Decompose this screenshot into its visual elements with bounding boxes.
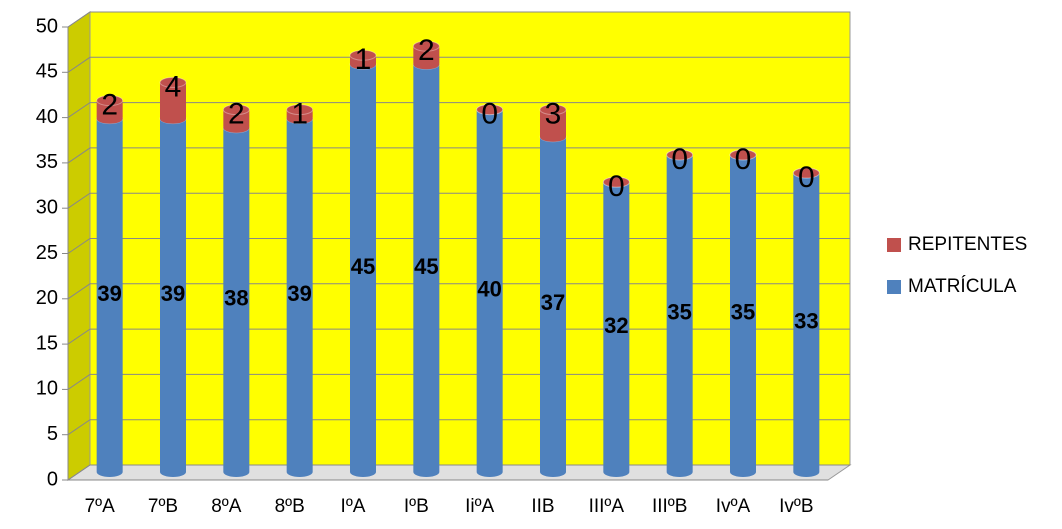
legend-swatch	[887, 238, 901, 252]
grid-line	[67, 192, 850, 209]
bar-top	[96, 95, 124, 107]
x-tick-label: 7ºA	[85, 496, 116, 517]
y-tick-label: 30	[36, 196, 58, 218]
grid-line	[67, 56, 850, 73]
value-label: 3	[545, 98, 562, 131]
grid-line	[67, 11, 850, 28]
bar-segment	[286, 118, 313, 477]
bar-segment	[160, 82, 186, 124]
bar-segment	[603, 182, 630, 477]
x-tick-label: IIIºA	[589, 496, 625, 517]
y-tick-label: 45	[36, 61, 58, 83]
grid-line	[67, 328, 850, 345]
bar-segment	[223, 127, 250, 477]
grid-line	[67, 102, 850, 119]
value-label: 45	[351, 254, 375, 279]
bar-top	[222, 104, 250, 116]
bar-segment	[413, 46, 440, 70]
y-tick-label: 10	[36, 378, 58, 400]
bar-segment	[413, 64, 440, 477]
value-label: 1	[291, 98, 308, 131]
bar-segment	[160, 118, 186, 477]
value-label: 39	[161, 281, 185, 306]
x-tick-label: IºA	[341, 496, 366, 517]
value-label: 2	[418, 34, 435, 67]
grid-line	[67, 238, 850, 254]
value-label: 2	[228, 98, 245, 131]
y-tick-label: 25	[36, 242, 58, 264]
bar-segment	[666, 154, 693, 477]
x-tick-label: 7ºB	[148, 496, 178, 517]
bar-segment	[476, 109, 503, 477]
x-tick-label: 8ºA	[211, 496, 242, 517]
value-label: 0	[481, 98, 498, 131]
bar-top	[792, 167, 820, 179]
grid-line	[67, 419, 850, 436]
value-label: 1	[355, 43, 372, 76]
bar-top	[602, 176, 630, 188]
grid-line	[67, 373, 850, 390]
x-tick-label: IIB	[531, 496, 554, 517]
x-tick-label: IvºA	[716, 496, 751, 517]
value-label: 35	[667, 299, 691, 324]
bar-segment	[540, 109, 566, 142]
value-label: 39	[97, 281, 121, 306]
bar-segment	[96, 100, 123, 124]
x-tick-label: 8ºB	[275, 496, 305, 517]
value-label: 0	[735, 143, 752, 176]
legend-label: REPITENTES	[908, 234, 1027, 255]
y-tick-label: 50	[36, 15, 58, 37]
bar-top	[412, 40, 440, 52]
value-label: 35	[731, 299, 755, 324]
value-label: 4	[165, 70, 182, 103]
y-tick-label: 15	[36, 332, 58, 354]
bar-segment	[730, 154, 756, 477]
value-label: 0	[671, 143, 688, 176]
value-label: 33	[794, 308, 818, 333]
x-tick-label: IIIºB	[652, 496, 687, 517]
bar-top	[286, 104, 314, 116]
y-tick-label: 0	[47, 468, 58, 490]
value-label: 45	[414, 254, 438, 279]
bar-top	[476, 104, 504, 116]
bar-segment	[793, 173, 820, 477]
bar-segment	[96, 118, 123, 477]
x-tick-label: IvºB	[779, 496, 813, 517]
legend-swatch	[887, 280, 901, 294]
value-label: 39	[287, 281, 311, 306]
y-tick-label: 35	[36, 151, 58, 173]
y-tick-label: 40	[36, 106, 58, 128]
value-label: 0	[798, 161, 815, 194]
bar-top	[666, 149, 694, 161]
grid-line	[67, 147, 850, 164]
y-tick-label: 20	[36, 287, 58, 309]
value-label: 40	[477, 277, 501, 302]
bar-segment	[540, 136, 566, 477]
x-tick-label: IºB	[404, 496, 429, 517]
bar-segment	[223, 109, 250, 133]
x-tick-label: IiºA	[465, 496, 494, 517]
value-label: 37	[541, 290, 565, 315]
grid-line	[67, 464, 850, 481]
value-label: 0	[608, 170, 625, 203]
bar-top	[729, 149, 757, 161]
value-label: 2	[101, 88, 118, 121]
value-label: 38	[224, 286, 248, 311]
legend-label: MATRÍCULA	[908, 276, 1017, 297]
bar-segment	[350, 64, 376, 478]
bar-top	[539, 104, 567, 116]
bar-top	[159, 76, 187, 88]
value-label: 32	[604, 313, 628, 338]
grid-line	[67, 283, 850, 300]
y-tick-label: 5	[47, 423, 58, 445]
bar-top	[349, 49, 377, 61]
